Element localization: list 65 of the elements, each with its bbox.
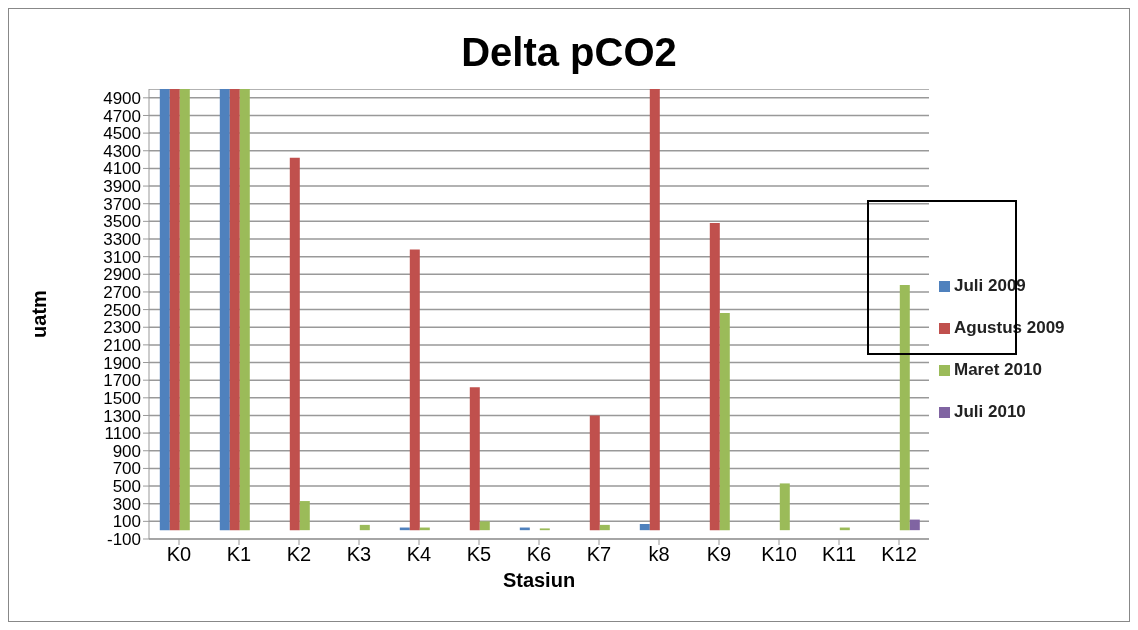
y-tick-label: 1900 (103, 353, 141, 373)
y-tick-label: 3500 (103, 212, 141, 232)
bar (219, 89, 230, 531)
bar (229, 89, 240, 531)
bar (779, 483, 790, 531)
y-tick-label: 3300 (103, 230, 141, 250)
bar (479, 521, 490, 531)
y-tick-label: 500 (112, 477, 141, 497)
chart-title: Delta pCO2 (460, 29, 678, 76)
y-tick-label: 3100 (103, 247, 141, 267)
y-tick-label: 2700 (103, 282, 141, 302)
x-tick-label: K6 (526, 543, 552, 566)
x-tick-label: K4 (406, 543, 432, 566)
y-tick-label: 2900 (103, 265, 141, 285)
x-tick-label: k8 (648, 543, 670, 566)
legend-label: Maret 2010 (954, 360, 1042, 380)
y-tick-label: 300 (112, 494, 141, 514)
bar (649, 89, 660, 531)
y-tick-label: 4900 (103, 88, 141, 108)
x-tick-label: K7 (586, 543, 612, 566)
x-tick-label: K5 (466, 543, 492, 566)
bar (469, 387, 480, 531)
y-tick-label: 1100 (104, 424, 141, 444)
y-tick-label: 1700 (103, 371, 141, 391)
y-tick-label: 900 (112, 441, 141, 461)
bar (179, 89, 190, 531)
bar (639, 524, 650, 531)
bar (709, 223, 720, 531)
y-tick-label: 100 (112, 512, 141, 532)
bar (159, 89, 170, 531)
y-tick-label: 4100 (103, 159, 141, 179)
y-tick-label: 2500 (103, 300, 141, 320)
x-tick-label: K0 (166, 543, 192, 566)
bar (359, 524, 370, 531)
x-tick-label: K1 (226, 543, 252, 566)
x-tick-label: K10 (761, 543, 797, 566)
bar (589, 415, 600, 531)
bar (909, 519, 920, 531)
y-tick-label: 4700 (103, 106, 141, 126)
y-tick-label: 2300 (103, 318, 141, 338)
x-tick-label: K9 (706, 543, 732, 566)
y-tick-label: 4300 (103, 141, 141, 161)
y-tick-label: 1300 (103, 406, 141, 426)
y-tick-label: 700 (112, 459, 141, 479)
bar (719, 313, 730, 531)
bar (409, 249, 420, 531)
y-tick-label: 3700 (103, 194, 141, 214)
bar (299, 501, 310, 531)
legend-label: Juli 2010 (954, 402, 1026, 422)
y-tick-label: -100 (106, 530, 141, 550)
x-tick-label: K12 (881, 543, 917, 566)
x-tick-label: K3 (346, 543, 372, 566)
y-tick-label: 3900 (103, 177, 141, 197)
bar (599, 524, 610, 531)
y-tick-label: 1500 (103, 388, 141, 408)
x-axis-title: Stasiun (502, 569, 576, 591)
y-tick-label: 4500 (103, 124, 141, 144)
bar (289, 157, 300, 531)
bar (239, 89, 250, 531)
bar (169, 89, 180, 531)
y-tick-label: 2100 (103, 335, 141, 355)
bar (899, 284, 910, 531)
y-axis-title: uatm (28, 290, 51, 338)
x-tick-label: K11 (821, 543, 857, 566)
x-tick-label: K2 (286, 543, 312, 566)
